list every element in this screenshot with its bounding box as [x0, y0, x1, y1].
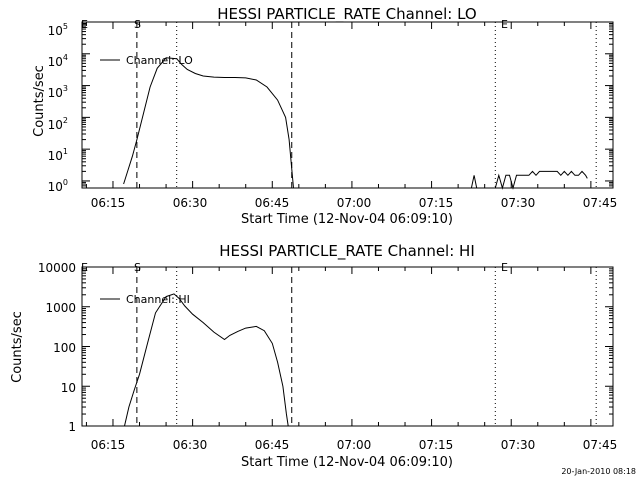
- plot-frame: [81, 266, 614, 427]
- y-axis-label: Counts/sec: [32, 65, 47, 137]
- y-tick-exp: 0: [63, 178, 68, 187]
- legend-label: Channel: HI: [126, 293, 190, 306]
- marker-label-s: S: [134, 18, 141, 31]
- y-tick-exp: 2: [63, 116, 68, 125]
- x-tick-label: 06:15: [91, 196, 126, 210]
- series-line: [494, 170, 588, 190]
- marker-label-e: E: [501, 18, 508, 31]
- y-axis-label-text: Counts/sec: [32, 65, 47, 137]
- y-tick-label: 1: [68, 420, 76, 434]
- y-tick-base: 10: [48, 149, 63, 163]
- x-axis-label: Start Time (12-Nov-04 06:09:10): [241, 455, 453, 470]
- y-tick-label: 101: [48, 147, 68, 163]
- y-tick-exp: 5: [63, 22, 68, 31]
- chart-title: HESSI PARTICLE_RATE Channel: LO: [217, 5, 476, 24]
- y-tick-base: 10: [48, 180, 63, 194]
- x-tick-label: 06:30: [173, 438, 208, 452]
- plot-area-1: [81, 266, 614, 427]
- y-tick-exp: 1: [63, 147, 68, 156]
- series-line: [123, 57, 294, 189]
- x-tick-label: 06:15: [91, 438, 126, 452]
- y-tick-label: 100: [53, 341, 76, 355]
- series-line: [470, 175, 478, 189]
- y-tick-base: 10: [48, 24, 63, 38]
- y-axis-label: Counts/sec: [10, 311, 25, 383]
- chart-title: HESSI PARTICLE_RATE Channel: HI: [219, 242, 475, 261]
- x-tick-label: 07:00: [337, 438, 372, 452]
- y-tick-label: 1000: [45, 301, 76, 315]
- y-tick-label: 100: [48, 178, 68, 194]
- frame-mark-left: E: [81, 18, 88, 31]
- x-tick-label: 07:00: [337, 196, 372, 210]
- x-tick-labels: 06:15 06:30 06:45 07:00 07:15 07:30 07:4…: [91, 196, 618, 210]
- y-tick-labels: 1 10 100 1000 10000: [38, 261, 76, 434]
- x-tick-label: 07:45: [583, 196, 618, 210]
- footer-timestamp: 20-Jan-2010 08:18: [561, 467, 636, 476]
- y-tick-labels: 100 101 102 103 104 105: [48, 22, 68, 194]
- y-tick-label: 10: [61, 381, 76, 395]
- y-tick-label: 102: [48, 116, 68, 132]
- legend-label: Channel: LO: [126, 54, 193, 67]
- y-tick-exp: 4: [63, 53, 68, 62]
- x-tick-label: 07:45: [583, 438, 618, 452]
- x-tick-label: 07:30: [501, 438, 536, 452]
- x-tick-label: 06:45: [255, 196, 290, 210]
- y-tick-exp: 3: [63, 84, 68, 93]
- y-tick-base: 10: [48, 86, 63, 100]
- x-tick-label: 06:45: [255, 438, 290, 452]
- panel-lo: HESSI PARTICLE_RATE Channel: LO Counts/s…: [32, 5, 617, 227]
- plot-area-0: [81, 21, 614, 190]
- x-axis-label: Start Time (12-Nov-04 06:09:10): [241, 212, 453, 227]
- x-tick-labels: 06:15 06:30 06:45 07:00 07:15 07:30 07:4…: [91, 438, 618, 452]
- panel-hi: HESSI PARTICLE_RATE Channel: HI Counts/s…: [10, 242, 617, 470]
- y-tick-base: 10: [48, 55, 63, 69]
- y-axis-label-text: Counts/sec: [10, 311, 25, 383]
- series-line: [124, 293, 289, 427]
- plot-frame: [81, 21, 614, 189]
- y-tick-base: 10: [48, 118, 63, 132]
- y-tick-label: 104: [48, 53, 68, 69]
- x-tick-label: 06:30: [173, 196, 208, 210]
- y-tick-label: 10000: [38, 261, 76, 275]
- x-tick-label: 07:15: [419, 438, 454, 452]
- y-tick-label: 105: [48, 22, 68, 38]
- x-tick-label: 07:15: [419, 196, 454, 210]
- x-tick-label: 07:30: [501, 196, 536, 210]
- y-tick-label: 103: [48, 84, 68, 100]
